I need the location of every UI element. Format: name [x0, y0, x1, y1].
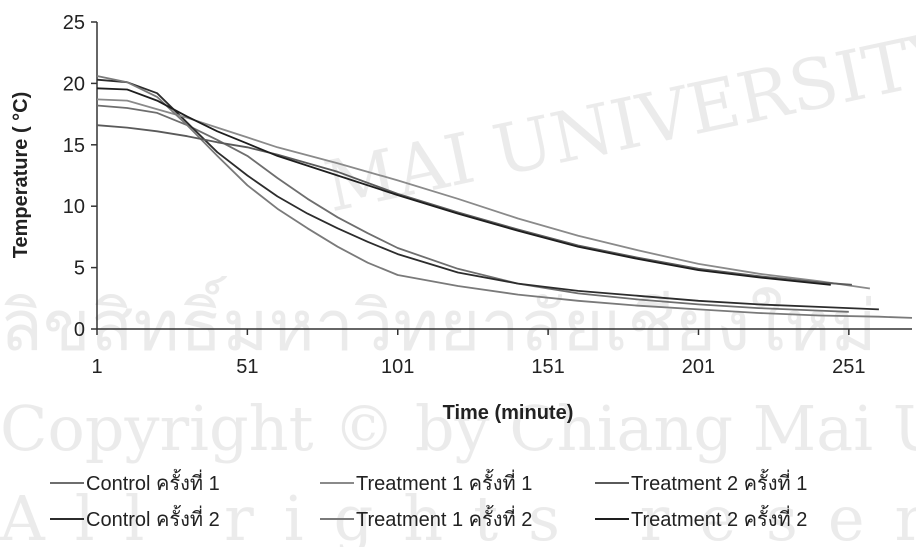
x-tick-label: 51 [236, 356, 258, 378]
x-tick-label: 151 [531, 356, 564, 378]
watermark-text-3: Copyright © by Chiang Mai University [0, 392, 916, 465]
x-tick-label: 1 [91, 356, 102, 378]
legend: Control ครั้งที่ 1 Control ครั้งที่ 2 Trea… [50, 469, 807, 531]
y-tick-label: 0 [74, 319, 85, 341]
y-tick-label: 20 [63, 73, 85, 95]
watermark-text-2: ลิขสิทธิ์มหาวิทยาลัยเชียงใหม่ [0, 276, 877, 367]
legend-label-2: Control ครั้งที่ 2 [86, 505, 220, 531]
y-axis-title: Temperature ( °C) [10, 92, 32, 259]
y-tick-label: 25 [63, 12, 85, 34]
legend-label-5: Treatment 2 ครั้งที่ 1 [631, 469, 807, 495]
series-line-2 [96, 78, 879, 311]
series-line-4 [96, 75, 913, 319]
legend-label-1: Control ครั้งที่ 1 [86, 469, 220, 495]
plot-series [96, 75, 913, 319]
y-tick-label: 5 [74, 258, 85, 280]
y-tick-label: 15 [63, 135, 85, 157]
x-tick-label: 251 [832, 356, 865, 378]
legend-label-6: Treatment 2 ครั้งที่ 2 [631, 505, 807, 531]
y-tick-label: 10 [63, 196, 85, 218]
series-line-5 [96, 124, 852, 286]
watermark-text-4: All rights reserved [0, 482, 916, 547]
legend-label-3: Treatment 1 ครั้งที่ 1 [356, 469, 532, 495]
legend-label-4: Treatment 1 ครั้งที่ 2 [356, 505, 532, 531]
x-axis-title: Time (minute) [443, 402, 574, 424]
series-line-6 [96, 87, 831, 286]
x-tick-label: 201 [682, 356, 715, 378]
x-tick-label: 101 [381, 356, 414, 378]
